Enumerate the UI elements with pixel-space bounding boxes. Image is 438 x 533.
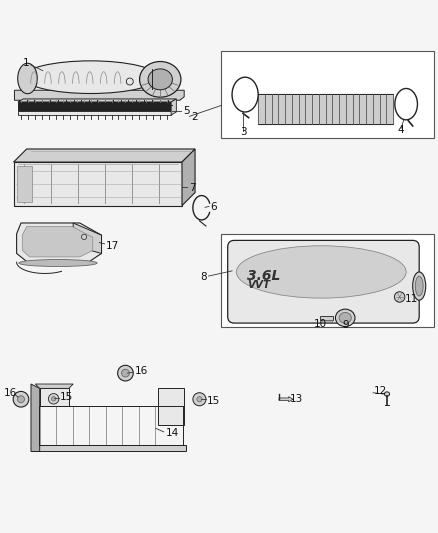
Text: 17: 17 [106,240,119,251]
Polygon shape [31,445,186,451]
Text: 3.6L: 3.6L [247,269,281,282]
Bar [221,234,434,327]
Text: 9: 9 [343,320,349,330]
Polygon shape [171,99,177,115]
Polygon shape [17,223,102,262]
Text: 16: 16 [4,387,17,398]
Ellipse shape [148,69,173,90]
Bar [17,166,32,202]
Circle shape [81,235,87,239]
Circle shape [48,393,59,404]
Text: 14: 14 [166,428,179,438]
Polygon shape [18,111,171,115]
Polygon shape [14,90,184,100]
Text: 2: 2 [191,112,198,122]
Polygon shape [73,223,102,254]
FancyArrow shape [279,397,293,402]
Circle shape [197,397,202,402]
Text: 15: 15 [207,397,220,407]
Circle shape [51,397,56,401]
FancyBboxPatch shape [228,240,419,323]
Polygon shape [14,149,195,162]
Bar [322,320,332,322]
Ellipse shape [140,61,181,97]
Polygon shape [18,99,177,102]
Polygon shape [40,389,69,406]
Circle shape [394,292,405,302]
Ellipse shape [336,309,355,327]
Ellipse shape [413,272,426,300]
Polygon shape [31,384,40,451]
Polygon shape [158,389,184,425]
Text: 6: 6 [210,202,217,212]
Text: 13: 13 [290,394,303,404]
Polygon shape [182,149,195,206]
Polygon shape [14,162,182,206]
Text: VVT: VVT [247,280,270,290]
Ellipse shape [415,276,423,296]
Circle shape [13,391,29,407]
Text: 5: 5 [184,106,190,116]
Text: 1: 1 [23,58,30,68]
Polygon shape [18,102,171,111]
Ellipse shape [19,260,97,266]
Text: 3: 3 [240,127,247,138]
Ellipse shape [237,246,406,298]
Ellipse shape [18,63,37,94]
Text: 11: 11 [405,294,419,304]
Polygon shape [35,384,73,389]
Text: 12: 12 [374,386,387,396]
Polygon shape [22,227,93,257]
Text: 7: 7 [189,183,196,193]
Circle shape [193,393,206,406]
Text: 15: 15 [60,392,73,402]
Text: 4: 4 [397,125,404,135]
Bar [221,51,434,138]
Text: 8: 8 [200,272,206,282]
Ellipse shape [385,392,390,396]
Circle shape [18,396,25,403]
Ellipse shape [23,61,158,93]
Bar [321,316,333,320]
Circle shape [121,369,129,377]
Text: 10: 10 [314,319,327,329]
Circle shape [117,365,133,381]
Text: 16: 16 [134,366,148,376]
Circle shape [126,78,133,85]
Ellipse shape [339,312,351,324]
